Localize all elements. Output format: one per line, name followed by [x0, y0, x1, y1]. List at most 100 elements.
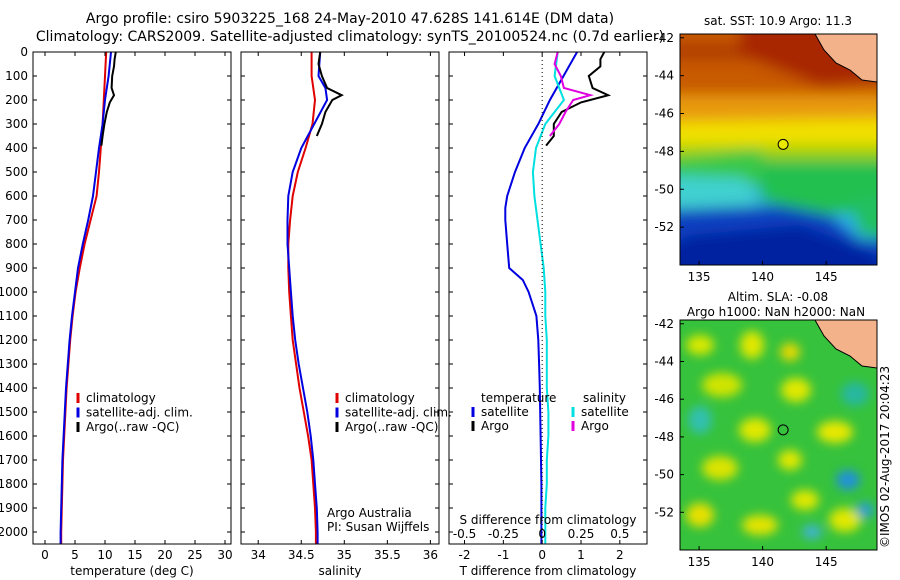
sla-heatmap: [680, 320, 877, 550]
salinity-x-tick-label: 34.5: [288, 548, 315, 562]
figure-title-line2: Climatology: CARS2009. Satellite-adjuste…: [35, 29, 665, 45]
sst-map-lat-tick-label: -46: [654, 107, 674, 121]
temperature-x-tick-label: 15: [127, 548, 142, 562]
s-difference-axis: -0.5 -0.25 0 0.25 0.5: [453, 527, 630, 541]
temperature-x-label: temperature (deg C): [70, 564, 193, 578]
depth-tick-label: 0: [20, 45, 28, 59]
temperature-x-tick-label: 5: [71, 548, 79, 562]
t-difference-x-tick-label: 0: [538, 548, 546, 562]
depth-tick-label: 800: [5, 237, 28, 251]
sla-map-title: Altim. SLA: -0.08: [728, 290, 828, 304]
salinity-x-axis: 34 34.5 35 35.5 36: [251, 52, 438, 562]
sla-map-lat-tick-label: -42: [654, 317, 674, 331]
depth-axis: 0 100 200 300 400 500 600 700 800 900 1000 1100 1200…: [0, 45, 647, 539]
legend-label: Argo: [581, 419, 609, 433]
legend-label: satellite: [481, 405, 529, 419]
depth-tick-label: 900: [5, 261, 28, 275]
series-line-climatology: [287, 52, 317, 544]
depth-tick-label: 2000: [0, 525, 28, 539]
sla-map-lon-tick-label: 135: [688, 555, 711, 569]
salinity-x-tick-label: 35: [337, 548, 352, 562]
salinity-x-tick-label: 36: [423, 548, 438, 562]
imos-credit: ©IMOS 02-Aug-2017 20:04:23: [878, 365, 892, 548]
series-line-argo-raw-qc-: [100, 52, 117, 146]
salinity-x-tick-label: 34: [251, 548, 266, 562]
sla-map-lon-tick-label: 145: [815, 555, 838, 569]
t-difference-x-tick-label: -1: [497, 548, 509, 562]
temperature-plot-area: [59, 52, 117, 544]
series-line-temperature-argo: [545, 52, 612, 147]
sst-map-lat-tick-label: -50: [654, 182, 674, 196]
depth-tick-label: 200: [5, 93, 28, 107]
temperature-x-tick-label: 0: [41, 548, 49, 562]
temperature-x-tick-label: 10: [97, 548, 112, 562]
legend-label: climatology: [345, 391, 415, 405]
sst-map-lon-tick-label: 145: [815, 270, 838, 284]
depth-tick-label: 1500: [0, 405, 28, 419]
t-difference-x-tick-label: 1: [577, 548, 585, 562]
temperature-axes-frame: [32, 51, 232, 545]
temperature-x-axis: 0 5 10 15 20 25 30: [41, 52, 233, 562]
legend-label: climatology: [86, 391, 156, 405]
legend-label: Argo(..raw -QC): [345, 420, 438, 434]
legend-heading-temperature: temperature: [481, 391, 556, 405]
depth-tick-label: 300: [5, 117, 28, 131]
salinity-plot-area: [286, 52, 344, 544]
s-difference-label: S difference from climatology: [460, 513, 637, 527]
salinity-panel: 34 34.5 35 35.5 36 salinity climatologysatel…: [240, 51, 452, 578]
sla-map-axes: 135 140 145 -42 -44 -46 -48 -50 -52: [654, 317, 837, 569]
legend-label: satellite-adj. clim.: [86, 406, 193, 420]
sla-map-lat-tick-label: -52: [654, 505, 674, 519]
temperature-panel: 0100200300400500600700800900100011001200…: [0, 45, 647, 578]
depth-tick-label: 1900: [0, 501, 28, 515]
annotation-pi-name: PI: Susan Wijffels: [327, 520, 429, 534]
sla-map-lat-tick-label: -50: [654, 468, 674, 482]
legend-label: Argo(..raw -QC): [86, 420, 179, 434]
sla-map-lat-tick-label: -44: [654, 354, 674, 368]
temperature-x-tick-label: 20: [157, 548, 172, 562]
sst-map-lon-tick-label: 140: [751, 270, 774, 284]
salinity-x-label: salinity: [318, 564, 361, 578]
t-difference-x-tick-label: -2: [459, 548, 471, 562]
sst-map-lat-tick-label: -42: [654, 31, 674, 45]
s-difference-tick-label: -0.5: [453, 527, 476, 541]
series-line-temperature-satellite: [504, 52, 578, 544]
sla-map-subtitle: Argo h1000: NaN h2000: NaN: [687, 305, 865, 319]
sla-map-lat-tick-label: -46: [654, 392, 674, 406]
series-line-salinity-argo: [549, 52, 595, 137]
t-difference-label: T difference from climatology: [459, 564, 637, 578]
depth-tick-label: 1400: [0, 381, 28, 395]
sst-map-lat-tick-label: -44: [654, 69, 674, 83]
sst-map-lat-tick-label: -52: [654, 220, 674, 234]
depth-tick-label: 1800: [0, 477, 28, 491]
s-difference-tick-label: 0.25: [568, 527, 595, 541]
depth-tick-label: 700: [5, 213, 28, 227]
salinity-x-tick-label: 35.5: [374, 548, 401, 562]
argo-position-marker: [777, 424, 789, 436]
depth-tick-label: 600: [5, 189, 28, 203]
depth-tick-label: 1700: [0, 453, 28, 467]
sst-map-lon-tick-label: 135: [688, 270, 711, 284]
legend-heading-salinity: salinity: [583, 391, 626, 405]
sla-map-frame: [679, 319, 878, 551]
depth-tick-label: 1000: [0, 285, 28, 299]
depth-tick-label: 100: [5, 69, 28, 83]
legend-label: Argo: [481, 419, 509, 433]
figure-title-line1: Argo profile: csiro 5903225_168 24-May-2…: [85, 11, 615, 27]
difference-axes-frame: [448, 51, 648, 545]
series-line-salinity-satellite: [531, 52, 566, 544]
s-difference-tick-label: -0.25: [488, 527, 519, 541]
sst-map-axes: 135 140 145 -42 -44 -46 -48 -50 -52: [654, 31, 837, 284]
depth-tick-label: 400: [5, 141, 28, 155]
sst-map-title: sat. SST: 10.9 Argo: 11.3: [704, 14, 852, 28]
difference-panel: -2 -1 0 1 2 S difference from climatology -0…: [448, 51, 648, 578]
s-difference-tick-label: 0.5: [610, 527, 629, 541]
argo-position-marker: [777, 138, 789, 150]
depth-tick-label: 1200: [0, 333, 28, 347]
series-line-satellite-adj-clim-: [286, 52, 329, 544]
s-difference-tick-label: 0: [538, 527, 546, 541]
depth-tick-label: 1100: [0, 309, 28, 323]
